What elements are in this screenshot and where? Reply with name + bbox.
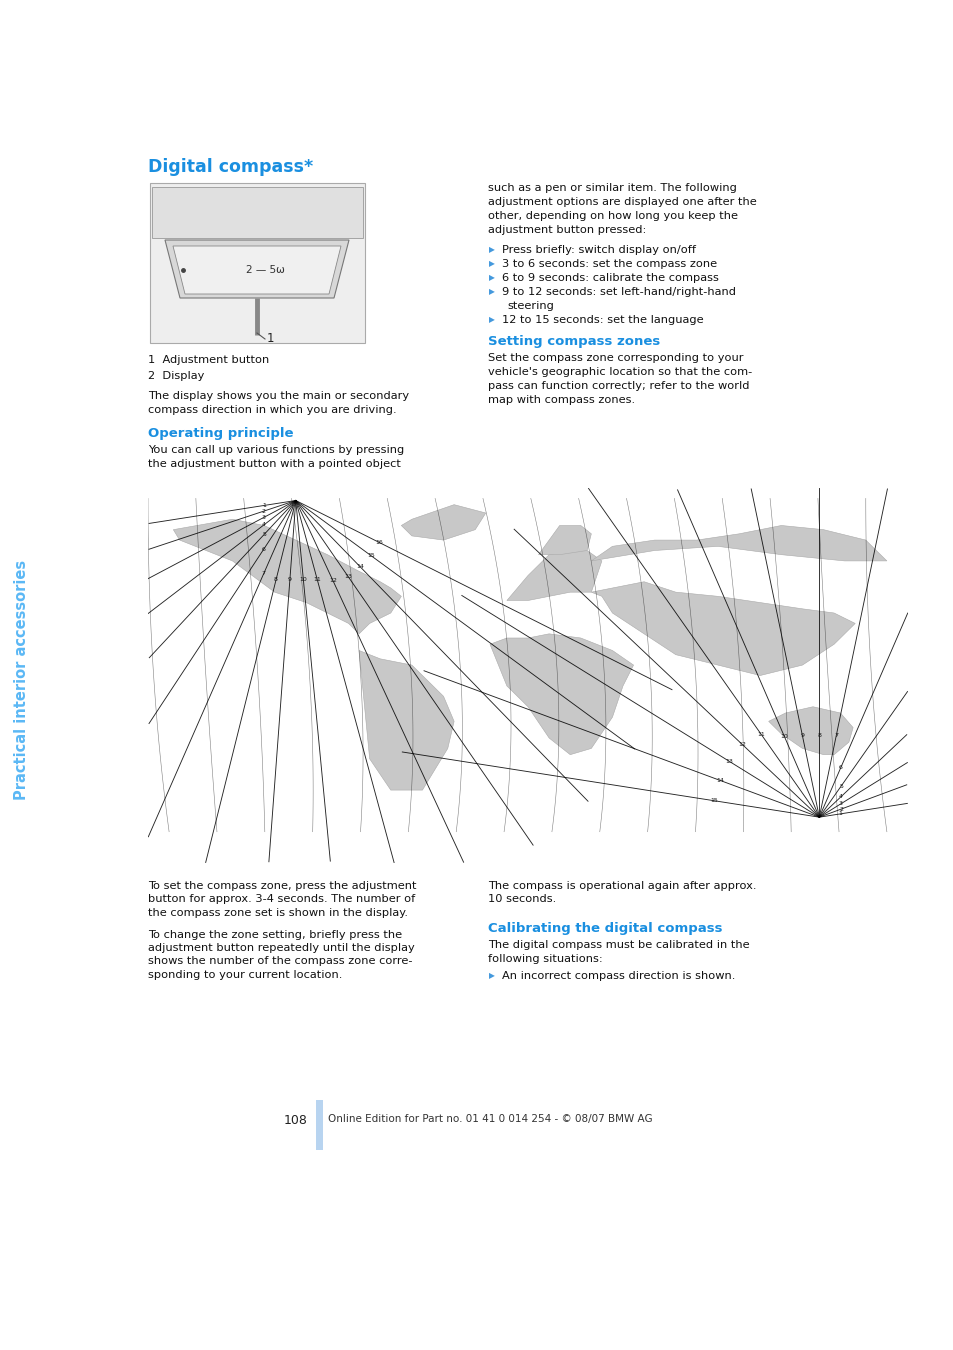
Polygon shape: [591, 582, 854, 675]
Text: 16: 16: [375, 540, 382, 545]
Text: steering: steering: [506, 301, 554, 310]
Text: sponding to your current location.: sponding to your current location.: [148, 971, 342, 980]
Text: 6: 6: [261, 547, 265, 552]
Text: 3 to 6 seconds: set the compass zone: 3 to 6 seconds: set the compass zone: [501, 259, 717, 269]
Text: The display shows you the main or secondary: The display shows you the main or second…: [148, 392, 409, 401]
Text: 14: 14: [356, 564, 364, 570]
Polygon shape: [768, 707, 852, 755]
Text: 9 to 12 seconds: set left-hand/right-hand: 9 to 12 seconds: set left-hand/right-han…: [501, 288, 735, 297]
Text: ▶: ▶: [489, 273, 495, 282]
Polygon shape: [506, 551, 601, 601]
Text: 9: 9: [288, 578, 292, 582]
Text: Operating principle: Operating principle: [148, 427, 294, 440]
Text: Practical interior accessories: Practical interior accessories: [14, 560, 30, 801]
Polygon shape: [538, 525, 591, 555]
Text: 1  Adjustment button: 1 Adjustment button: [148, 355, 269, 364]
Text: adjustment button pressed:: adjustment button pressed:: [488, 225, 646, 235]
Text: ▶: ▶: [489, 259, 495, 269]
Text: 13: 13: [344, 574, 352, 579]
Text: 12: 12: [329, 578, 336, 583]
Text: adjustment button repeatedly until the display: adjustment button repeatedly until the d…: [148, 944, 415, 953]
Text: button for approx. 3-4 seconds. The number of: button for approx. 3-4 seconds. The numb…: [148, 895, 415, 905]
Text: adjustment options are displayed one after the: adjustment options are displayed one aft…: [488, 197, 756, 207]
Text: shows the number of the compass zone corre-: shows the number of the compass zone cor…: [148, 957, 412, 967]
Text: 7: 7: [834, 733, 838, 737]
Text: 4: 4: [262, 522, 266, 528]
Bar: [152, 188, 363, 238]
Text: other, depending on how long you keep the: other, depending on how long you keep th…: [488, 211, 738, 221]
Bar: [150, 184, 365, 343]
Text: vehicle's geographic location so that the com-: vehicle's geographic location so that th…: [488, 367, 752, 377]
Text: compass direction in which you are driving.: compass direction in which you are drivi…: [148, 405, 396, 414]
Text: 10: 10: [299, 578, 307, 582]
Text: 10 seconds.: 10 seconds.: [488, 895, 556, 905]
Text: 5: 5: [262, 532, 266, 537]
Text: ▶: ▶: [489, 315, 495, 324]
Polygon shape: [401, 505, 485, 540]
Text: 8: 8: [274, 578, 277, 582]
Text: 6: 6: [839, 764, 842, 769]
Text: 8: 8: [817, 733, 821, 738]
Polygon shape: [490, 634, 633, 755]
Text: 9: 9: [800, 733, 803, 737]
Text: Set the compass zone corresponding to your: Set the compass zone corresponding to yo…: [488, 352, 742, 363]
Polygon shape: [591, 525, 886, 560]
Text: Setting compass zones: Setting compass zones: [488, 335, 659, 348]
Text: An incorrect compass direction is shown.: An incorrect compass direction is shown.: [501, 971, 735, 981]
Polygon shape: [165, 240, 349, 298]
Text: 2: 2: [839, 806, 842, 811]
Polygon shape: [358, 651, 454, 790]
Text: Online Edition for Part no. 01 41 0 014 254 - © 08/07 BMW AG: Online Edition for Part no. 01 41 0 014 …: [328, 1114, 652, 1125]
Bar: [315, 1100, 323, 1150]
Polygon shape: [173, 520, 401, 634]
Text: map with compass zones.: map with compass zones.: [488, 396, 635, 405]
Text: 1: 1: [262, 504, 266, 508]
Text: The digital compass must be calibrated in the: The digital compass must be calibrated i…: [488, 940, 749, 950]
Text: To change the zone setting, briefly press the: To change the zone setting, briefly pres…: [148, 930, 402, 940]
Text: 14: 14: [716, 778, 723, 783]
Text: You can call up various functions by pressing: You can call up various functions by pre…: [148, 446, 404, 455]
Text: ▶: ▶: [489, 288, 495, 296]
Text: ▶: ▶: [489, 971, 495, 980]
Text: 3: 3: [838, 802, 842, 806]
Text: 2 — 5ω: 2 — 5ω: [245, 265, 284, 275]
Text: Press briefly: switch display on/off: Press briefly: switch display on/off: [501, 244, 696, 255]
Text: Calibrating the digital compass: Calibrating the digital compass: [488, 922, 721, 936]
Text: 10: 10: [780, 734, 787, 738]
Text: 2: 2: [261, 509, 265, 514]
Text: 11: 11: [313, 576, 321, 582]
Text: 6 to 9 seconds: calibrate the compass: 6 to 9 seconds: calibrate the compass: [501, 273, 719, 284]
Text: ▶: ▶: [489, 244, 495, 254]
Text: 4: 4: [838, 794, 841, 799]
Text: The compass is operational again after approx.: The compass is operational again after a…: [488, 882, 756, 891]
Text: 15: 15: [710, 798, 718, 803]
Text: 11: 11: [757, 732, 764, 737]
Polygon shape: [172, 246, 340, 294]
Text: pass can function correctly; refer to the world: pass can function correctly; refer to th…: [488, 381, 749, 392]
Text: 7: 7: [261, 571, 266, 576]
Text: following situations:: following situations:: [488, 953, 602, 964]
Text: 1: 1: [838, 811, 841, 817]
Text: 13: 13: [725, 759, 733, 764]
Text: such as a pen or similar item. The following: such as a pen or similar item. The follo…: [488, 184, 736, 193]
Text: 12: 12: [738, 743, 746, 748]
Text: Digital compass*: Digital compass*: [148, 158, 313, 176]
Text: the compass zone set is shown in the display.: the compass zone set is shown in the dis…: [148, 909, 408, 918]
Text: 12 to 15 seconds: set the language: 12 to 15 seconds: set the language: [501, 315, 703, 325]
Text: 15: 15: [367, 554, 375, 558]
Text: 2  Display: 2 Display: [148, 371, 204, 381]
Text: 1: 1: [267, 332, 274, 346]
Text: 108: 108: [284, 1114, 308, 1127]
Text: 3: 3: [262, 514, 266, 520]
Text: 5: 5: [839, 784, 842, 788]
Text: the adjustment button with a pointed object: the adjustment button with a pointed obj…: [148, 459, 400, 468]
Text: To set the compass zone, press the adjustment: To set the compass zone, press the adjus…: [148, 882, 416, 891]
